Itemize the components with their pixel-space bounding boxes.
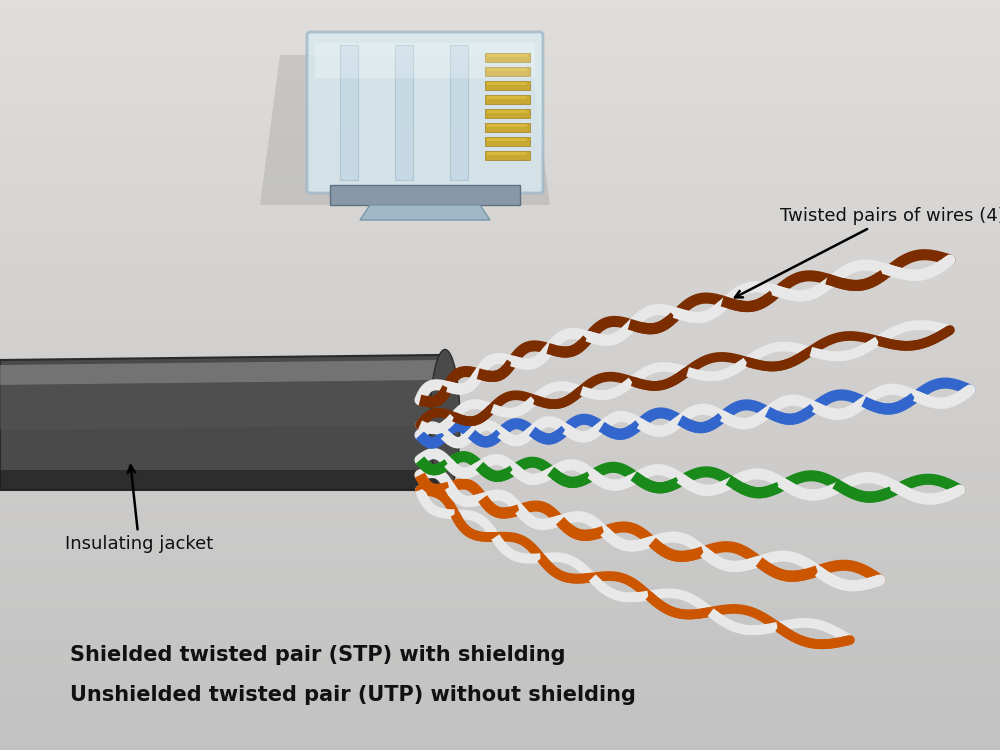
Polygon shape [260,55,550,205]
FancyBboxPatch shape [307,32,543,193]
Polygon shape [360,205,490,220]
Bar [487,124,527,127]
Text: Unshielded twisted pair (UTP) without shielding: Unshielded twisted pair (UTP) without sh… [70,685,636,705]
Bar [487,68,527,71]
Bar [487,110,527,113]
Bar [487,152,527,155]
Bar [487,96,527,99]
Bar [340,45,358,180]
Polygon shape [0,355,450,490]
Bar [450,45,468,180]
Text: Insulating jacket: Insulating jacket [65,466,213,553]
Text: Twisted pairs of wires (4): Twisted pairs of wires (4) [735,207,1000,298]
Polygon shape [0,380,440,430]
Polygon shape [0,360,440,385]
Bar [485,123,530,132]
Bar [485,81,530,90]
Bar [485,137,530,146]
Bar [487,82,527,85]
Polygon shape [0,470,440,490]
Text: Shielded twisted pair (STP) with shielding: Shielded twisted pair (STP) with shieldi… [70,645,566,665]
Ellipse shape [430,350,460,494]
Bar [315,43,535,78]
Bar [485,53,530,62]
Bar [485,151,530,160]
Bar [330,185,520,205]
Bar [485,109,530,118]
Bar [485,67,530,76]
Bar [487,54,527,57]
Bar [487,138,527,141]
Bar [395,45,413,180]
Bar [485,95,530,104]
